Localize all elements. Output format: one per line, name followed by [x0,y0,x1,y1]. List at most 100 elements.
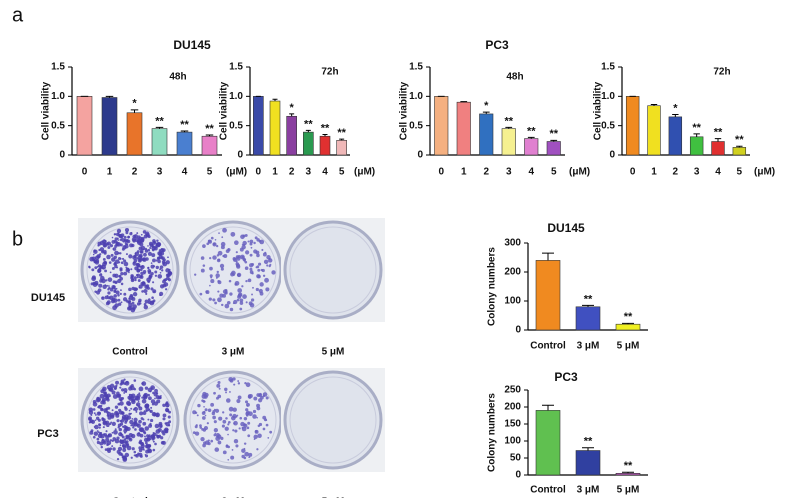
colony [265,287,270,292]
y-tick-label: 1.0 [51,91,65,102]
x-tick-label: 2 [289,167,295,178]
colony [159,271,162,274]
colony [144,249,149,253]
colony [236,272,242,278]
colony [232,377,236,381]
x-tick-label: 5 μM [617,485,640,496]
error-bar [272,98,278,102]
colony [200,256,205,260]
dish [283,220,383,320]
colony [229,413,233,417]
colony [125,299,129,303]
colony [242,294,247,299]
colony [123,292,127,296]
bar [76,96,93,156]
colony [251,263,255,267]
colony [139,250,144,254]
colony [115,287,118,290]
colony [122,445,126,449]
colony [271,270,276,275]
colony [102,386,107,392]
colony [119,257,122,260]
bar [201,135,218,156]
colony [98,426,101,429]
colony [210,276,213,279]
colony [146,286,151,290]
colony [213,428,218,433]
colony [248,301,253,306]
colony [141,398,147,404]
colony [255,287,259,292]
colony [130,424,133,427]
y-tick-label: 50 [510,453,522,464]
colony [133,417,138,422]
colony [201,399,204,402]
y-tick-label: 250 [504,385,521,396]
colony [116,228,122,234]
colony [222,411,225,414]
colony [234,280,240,286]
colony [133,421,137,425]
colony [147,393,150,397]
x-tick-label: 1 [461,167,467,178]
bar [269,100,281,156]
colony [214,447,220,452]
colony [104,284,107,286]
colony [92,435,96,439]
colony [124,414,129,420]
colony [133,388,137,391]
colony [100,404,103,407]
y-tick-label: 1.0 [229,91,243,102]
colony [109,439,113,442]
bar [615,323,641,331]
x-tick-label: 2 [483,167,489,178]
colony [109,244,114,248]
bar [732,147,747,156]
colony [100,400,105,405]
colony [120,301,123,304]
colony [94,266,98,270]
colony [136,268,141,273]
colony [249,267,253,271]
colony [111,421,116,427]
y-tick-label: 0.5 [409,120,423,131]
colony [159,291,164,296]
colony [148,241,153,246]
dish-rim [86,226,174,314]
y-tick-label: 1.5 [601,62,615,73]
colony [204,408,208,412]
colony [134,278,137,282]
colony [155,242,161,248]
colony [123,271,128,276]
colony [218,416,223,421]
colony [235,255,240,259]
error-bar [582,447,594,451]
bar [126,112,143,156]
colony [117,446,123,452]
colony [96,440,100,445]
colony [213,433,217,437]
colony [114,290,117,293]
colony [215,432,220,438]
colony [199,424,202,427]
colony [137,235,141,239]
colony [269,430,273,434]
colony [152,281,155,284]
colony [127,235,130,239]
colony [131,301,135,305]
colony [114,244,118,248]
colony [166,428,169,431]
colony [99,393,105,399]
colony [210,236,214,240]
colony [218,387,221,390]
error-bar [105,95,114,98]
colony [156,414,159,417]
error-bar [622,322,634,325]
colony [224,426,229,431]
colony [123,259,127,263]
colony [114,273,119,278]
colony [201,411,206,415]
bar [625,96,640,156]
colony [103,251,107,255]
colony [237,382,241,385]
